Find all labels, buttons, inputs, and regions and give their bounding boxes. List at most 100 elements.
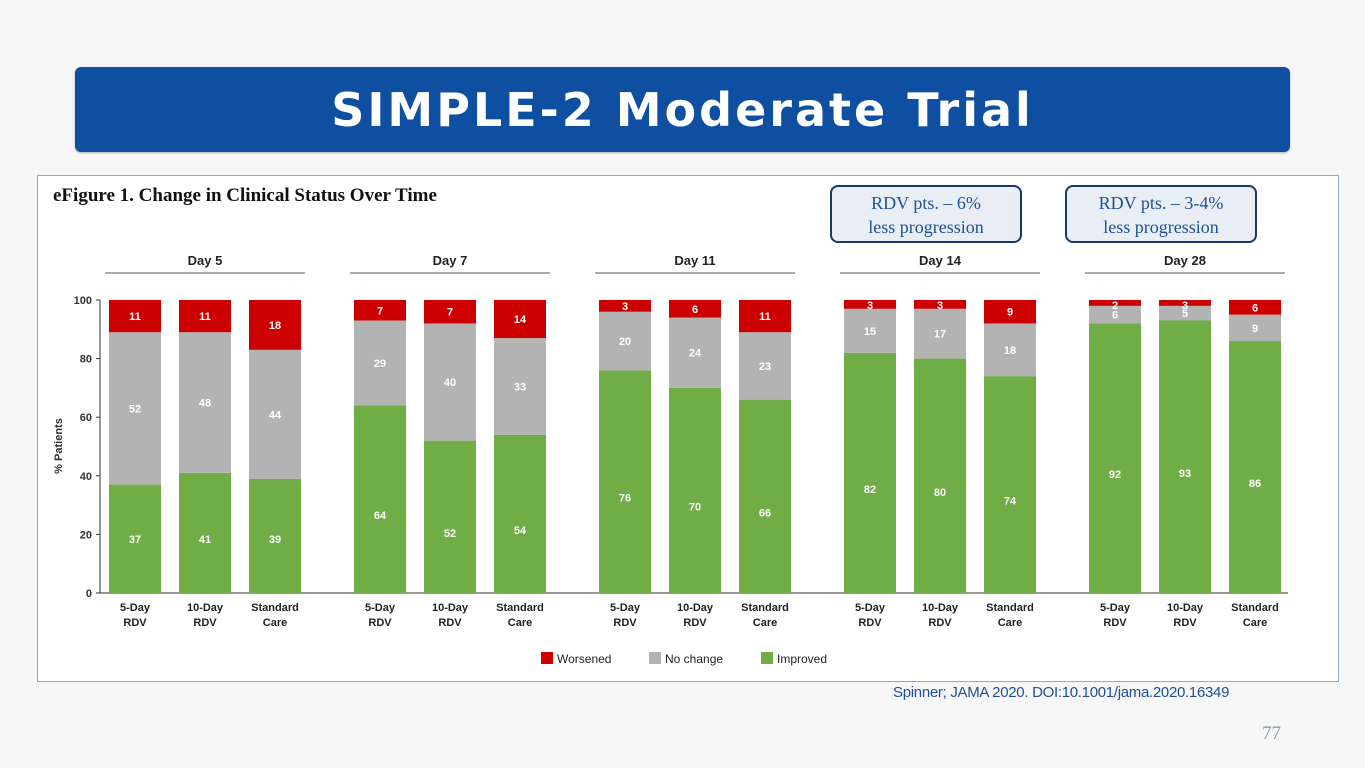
- bar-worsened: [494, 300, 546, 339]
- legend-label: Worsened: [557, 652, 611, 666]
- bar-worsened: [179, 300, 231, 333]
- figure-title: eFigure 1. Change in Clinical Status Ove…: [53, 185, 437, 206]
- data-label-improved: 41: [199, 534, 211, 546]
- bar-improved: [1229, 341, 1281, 593]
- category-label: RDV: [438, 617, 462, 629]
- data-label-worsened: 3: [937, 300, 943, 312]
- data-label-worsened: 6: [1252, 302, 1258, 314]
- y-axis-label: % Patients: [53, 418, 65, 474]
- legend-label: Improved: [777, 652, 827, 666]
- data-label-worsened: 3: [867, 300, 873, 312]
- group-label: Day 11: [674, 253, 715, 268]
- data-label-improved: 92: [1109, 469, 1121, 481]
- data-label-worsened: 2: [1112, 300, 1118, 312]
- data-label-worsened: 9: [1007, 307, 1013, 319]
- category-label: Standard: [1231, 602, 1279, 614]
- y-tick-label: 60: [80, 412, 92, 424]
- bar-no-change: [424, 323, 476, 441]
- category-label: RDV: [368, 617, 392, 629]
- category-label: 5-Day: [120, 602, 151, 614]
- bar-improved: [354, 405, 406, 593]
- data-label-worsened: 3: [622, 301, 628, 313]
- callout-day14: RDV pts. – 6% less progression: [830, 185, 1022, 243]
- bar-no-change: [844, 308, 896, 353]
- data-label-improved: 74: [1004, 496, 1017, 508]
- bar-no-change: [739, 332, 791, 400]
- data-label-no-change: 44: [269, 409, 282, 421]
- group-label: Day 14: [919, 253, 962, 268]
- category-label: 5-Day: [365, 602, 396, 614]
- category-label: RDV: [613, 617, 637, 629]
- callout-day28: RDV pts. – 3-4% less progression: [1065, 185, 1257, 243]
- category-label: Care: [508, 617, 532, 629]
- legend-swatch: [649, 652, 661, 664]
- bar-improved: [424, 440, 476, 593]
- data-label-improved: 70: [689, 501, 701, 513]
- category-label: Care: [263, 617, 287, 629]
- category-label: 10-Day: [922, 602, 959, 614]
- data-label-improved: 66: [759, 507, 771, 519]
- data-label-worsened: 11: [759, 311, 771, 323]
- page-number: 77: [1262, 723, 1281, 744]
- data-label-worsened: 11: [129, 311, 141, 323]
- data-label-no-change: 15: [864, 326, 876, 338]
- bar-improved: [914, 358, 966, 593]
- bar-no-change: [354, 320, 406, 406]
- category-label: 5-Day: [610, 602, 641, 614]
- data-label-improved: 76: [619, 493, 631, 505]
- bar-worsened: [1089, 300, 1141, 306]
- bar-improved: [739, 399, 791, 593]
- category-label: Care: [753, 617, 777, 629]
- bar-no-change: [494, 338, 546, 435]
- group-label: Day 28: [1164, 253, 1206, 268]
- category-label: RDV: [683, 617, 707, 629]
- bar-worsened: [424, 300, 476, 324]
- bar-improved: [494, 434, 546, 593]
- bar-no-change: [1089, 305, 1141, 324]
- data-label-improved: 64: [374, 510, 387, 522]
- bar-improved: [984, 376, 1036, 593]
- bar-no-change: [1159, 305, 1211, 321]
- title-bar: SIMPLE-2 Moderate Trial: [75, 67, 1290, 152]
- data-label-no-change: 52: [129, 403, 141, 415]
- bar-no-change: [914, 308, 966, 359]
- bar-no-change: [599, 311, 651, 371]
- category-label: RDV: [123, 617, 147, 629]
- category-label: Standard: [986, 602, 1034, 614]
- category-label: 10-Day: [432, 602, 469, 614]
- data-label-no-change: 23: [759, 361, 771, 373]
- y-tick-label: 40: [80, 471, 92, 483]
- data-label-improved: 93: [1179, 468, 1191, 480]
- group-label: Day 7: [433, 253, 468, 268]
- data-label-worsened: 7: [447, 307, 453, 319]
- data-label-improved: 80: [934, 487, 946, 499]
- data-label-improved: 37: [129, 534, 141, 546]
- category-label: 10-Day: [677, 602, 714, 614]
- bar-improved: [1089, 323, 1141, 593]
- bar-no-change: [1229, 314, 1281, 342]
- data-label-no-change: 29: [374, 358, 386, 370]
- bar-improved: [599, 370, 651, 593]
- data-label-no-change: 5: [1182, 308, 1188, 320]
- legend-swatch: [541, 652, 553, 664]
- bar-worsened: [354, 300, 406, 321]
- figure-panel: eFigure 1. Change in Clinical Status Ove…: [37, 175, 1339, 682]
- bar-worsened: [844, 300, 896, 309]
- bar-worsened: [599, 300, 651, 312]
- category-label: 10-Day: [187, 602, 224, 614]
- bar-worsened: [669, 300, 721, 318]
- data-label-no-change: 6: [1112, 310, 1118, 322]
- citation: Spinner; JAMA 2020. DOI:10.1001/jama.202…: [893, 684, 1230, 701]
- bar-worsened: [739, 300, 791, 333]
- bar-no-change: [179, 332, 231, 473]
- data-label-worsened: 11: [199, 311, 211, 323]
- data-label-no-change: 17: [934, 329, 946, 341]
- bar-improved: [1159, 320, 1211, 593]
- category-label: Standard: [251, 602, 299, 614]
- y-tick-label: 80: [80, 354, 92, 366]
- data-label-improved: 52: [444, 528, 456, 540]
- legend-swatch: [761, 652, 773, 664]
- callout-line: RDV pts. – 3-4%: [1098, 193, 1224, 213]
- bar-worsened: [1229, 300, 1281, 315]
- category-label: RDV: [928, 617, 952, 629]
